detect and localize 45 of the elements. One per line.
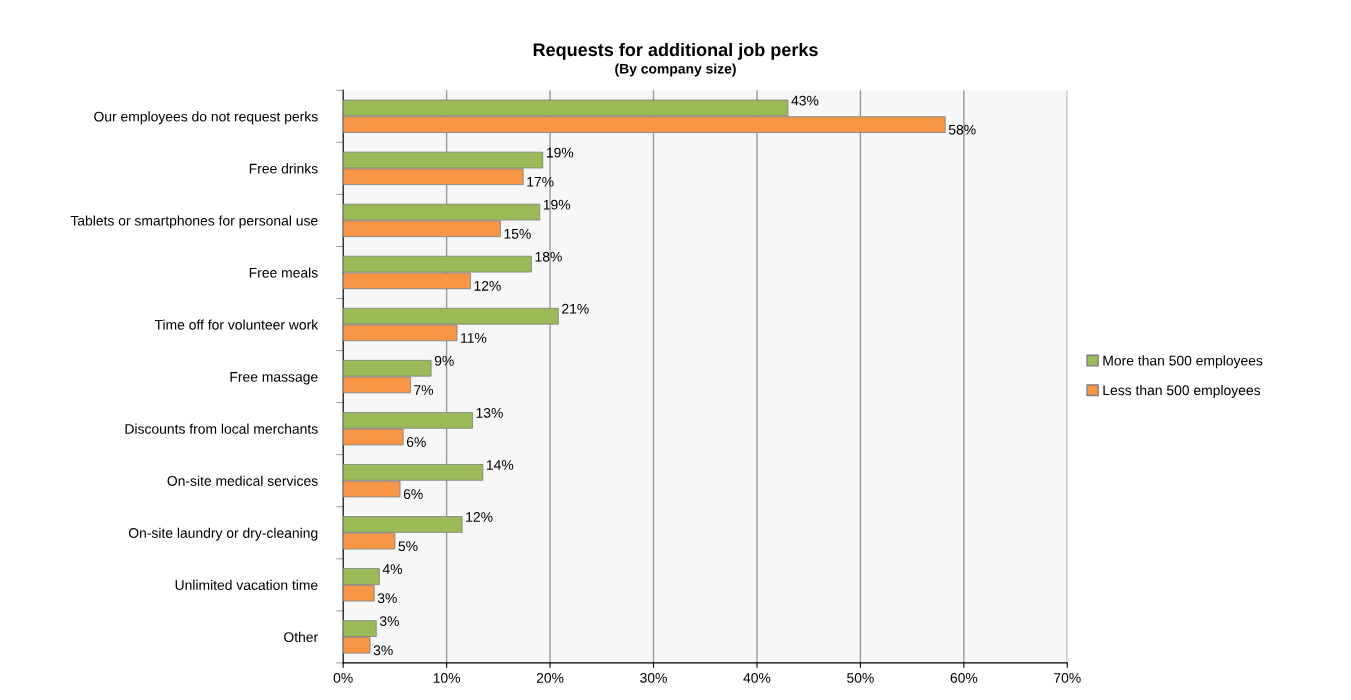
x-tick-label: 10% <box>433 672 461 683</box>
x-tick-label: 30% <box>640 672 667 683</box>
y-tick-label: On-site medical services <box>167 475 318 486</box>
data-label: 15% <box>504 228 531 239</box>
data-label: 13% <box>476 407 503 418</box>
x-tick-label: 20% <box>536 672 564 683</box>
y-tick-label: Free drinks <box>249 163 318 174</box>
y-tick-label: Discounts from local merchants <box>125 423 318 434</box>
x-tick-label: 60% <box>950 672 978 683</box>
legend-label: Less than 500 employees <box>1103 385 1261 398</box>
data-label: 18% <box>535 251 562 262</box>
data-label: 3% <box>373 645 393 656</box>
data-label: 12% <box>474 280 501 291</box>
chart-subtitle: (By company size) <box>615 63 736 77</box>
y-tick-label: Free massage <box>230 372 318 385</box>
data-label: 17% <box>527 176 554 187</box>
data-label: 19% <box>543 199 571 210</box>
data-label: 3% <box>379 616 399 627</box>
y-tick-label: Free meals <box>249 267 318 278</box>
x-tick-label: 40% <box>743 672 771 683</box>
y-tick-label: Unlimited vacation time <box>175 579 318 590</box>
data-label: 11% <box>461 333 487 343</box>
data-label: 4% <box>382 564 403 574</box>
legend-label: More than 500 employees <box>1103 355 1263 369</box>
y-tick-label: Our employees do not request perks <box>94 111 318 125</box>
data-label: 5% <box>398 541 418 552</box>
y-tick-label: Time off for volunteer work <box>154 319 319 330</box>
data-label: 58% <box>948 124 976 135</box>
data-label: 3% <box>377 593 397 604</box>
x-tick-label: 50% <box>847 672 874 683</box>
y-tick-label: Tablets or smartphones for personal use <box>70 215 318 229</box>
data-label: 43% <box>791 95 819 106</box>
data-label: 6% <box>406 437 426 447</box>
data-label: 14% <box>486 460 514 470</box>
chart-title: Requests for additional job perks <box>533 42 818 60</box>
data-label: 9% <box>434 355 454 366</box>
y-tick-label: On-site laundry or dry-cleaning <box>128 527 318 541</box>
data-label: 7% <box>414 385 434 395</box>
data-label: 19% <box>546 147 574 158</box>
y-tick-label: Other <box>284 631 318 643</box>
data-label: 12% <box>466 512 493 522</box>
data-label: 6% <box>403 489 423 500</box>
x-tick-label: 0% <box>333 672 353 683</box>
data-label: 21% <box>562 303 589 314</box>
x-tick-label: 70% <box>1054 672 1081 683</box>
